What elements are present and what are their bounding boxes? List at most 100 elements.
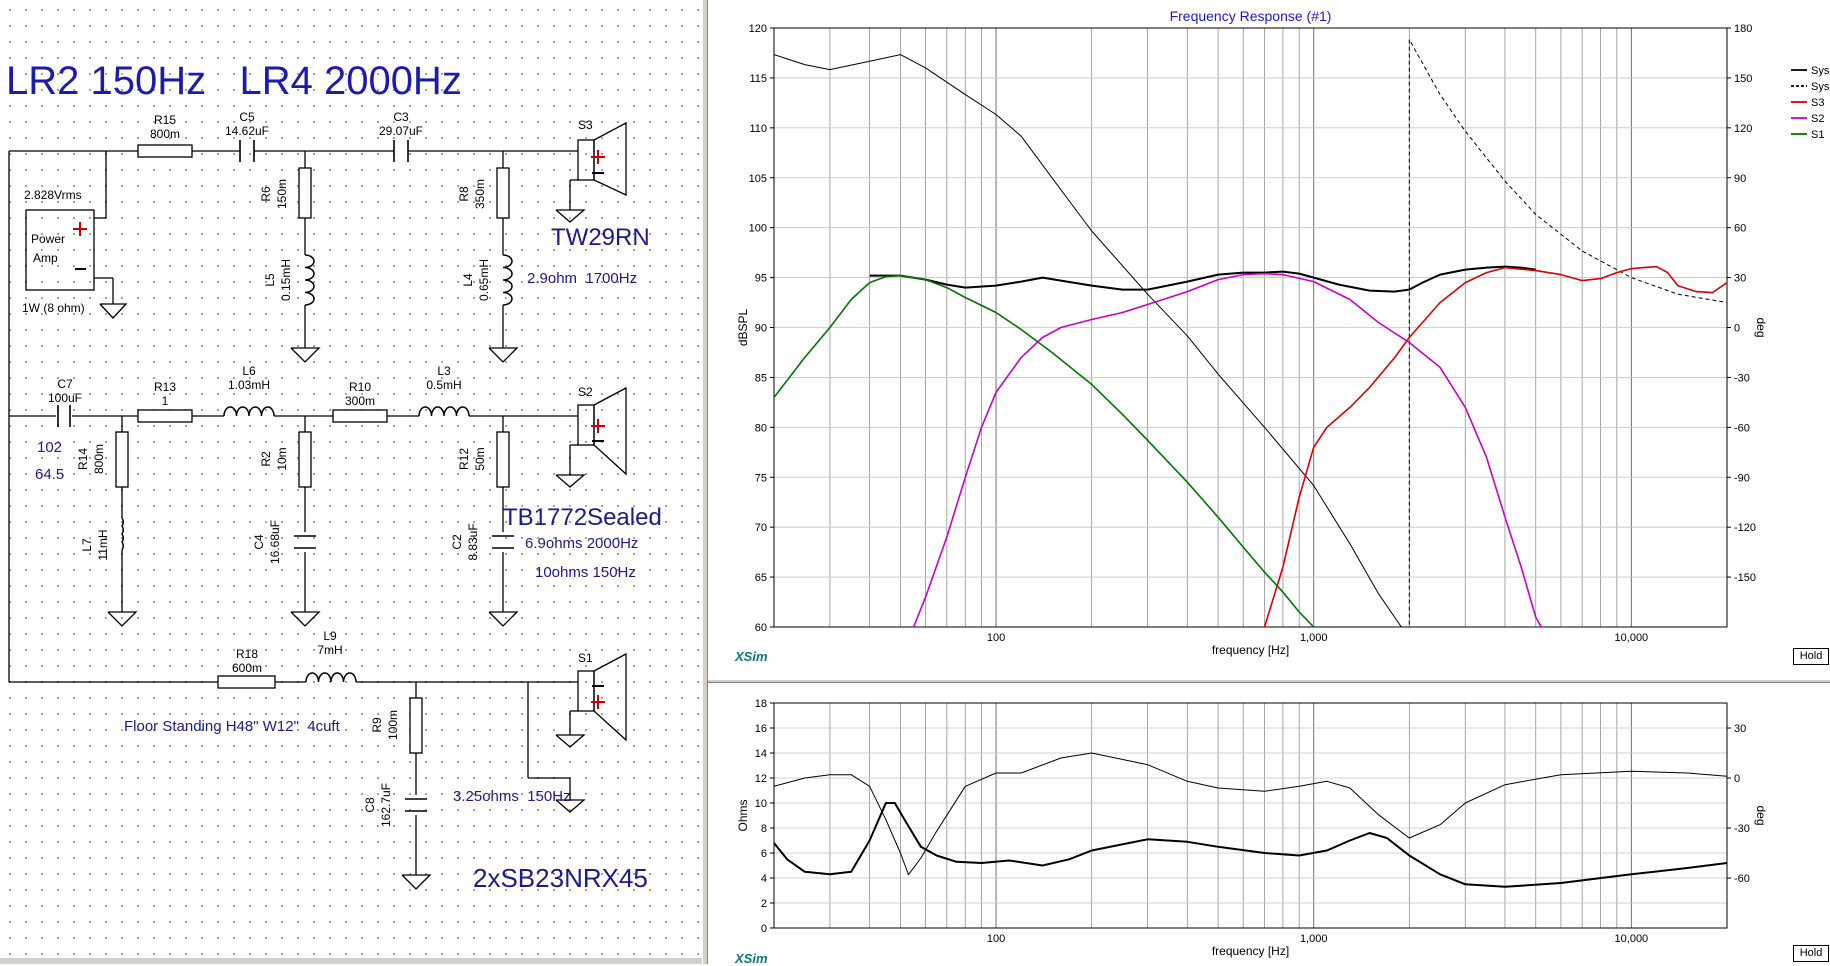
mid-name: TB1772Sealed (503, 504, 662, 531)
y2-tick-label: 90 (1734, 173, 1746, 185)
value-L7: 11mH (96, 529, 110, 560)
source-voltage: 2.828Vrms (24, 188, 82, 202)
value-R6: 150m (275, 179, 289, 209)
y-tick-label: 16 (755, 723, 767, 735)
speaker-label-s3: S3 (578, 118, 593, 132)
label-C2: C2 (450, 534, 464, 550)
label-R15: R15 (154, 113, 176, 127)
y-tick-label: 2 (761, 898, 767, 910)
value-R10: 300m (345, 394, 375, 408)
y2-axis-label: deg (1754, 805, 1768, 825)
source-label-amp: Amp (33, 251, 58, 265)
impedance-chart: 0 2 4 6 8 10 12 14 16 18 -60 -30 0 30 100 1,000 10,000 fr… (736, 698, 1768, 958)
hold-button-impedance[interactable]: Hold (1793, 945, 1829, 962)
label-L5: L5 (263, 273, 277, 287)
y-tick-label: 12 (755, 773, 767, 785)
schematic-canvas[interactable]: LR2 150Hz LR4 2000Hz (0, 0, 706, 964)
impedance-panel: 0 2 4 6 8 10 12 14 16 18 -60 -30 0 30 100 1,000 10,000 fr… (708, 683, 1830, 966)
value-L6: 1.03mH (228, 378, 270, 392)
y-axis-label: Ohms (736, 799, 750, 831)
y-axis-label: dBSPL (736, 308, 750, 346)
value-C2: 8.83uF (466, 523, 480, 560)
y2-tick-label: -30 (1734, 372, 1750, 384)
value-L3: 0.5mH (426, 378, 461, 392)
label-L4: L4 (461, 273, 475, 287)
value-R15: 800m (150, 127, 180, 141)
label-R8: R8 (457, 186, 471, 202)
speaker-label-s1: S1 (578, 651, 593, 665)
woofer-info: 3.25ohms 150Hz (453, 788, 571, 805)
plot-frame (773, 702, 1728, 929)
chart-title: Frequency Response (#1) (1170, 8, 1332, 24)
y2-tick-label: -60 (1734, 873, 1750, 885)
value-R14: 800m (92, 444, 106, 474)
note-64-5: 64.5 (35, 466, 64, 483)
y-tick-label: 120 (749, 23, 767, 35)
series-line-s1 (774, 274, 1315, 627)
legend: Sys Sys° S3 S2 S1 (1791, 65, 1830, 141)
horizontal-splitter[interactable] (708, 679, 1830, 683)
label-R14: R14 (76, 448, 90, 470)
label-R6: R6 (259, 186, 273, 202)
legend-entry: Sys (1811, 65, 1830, 77)
y-tick-label: 90 (755, 323, 767, 335)
label-R9: R9 (370, 717, 384, 733)
x-tick-label: 100 (987, 632, 1005, 644)
series-line-sys (774, 54, 1402, 627)
vertical-splitter[interactable] (702, 0, 708, 964)
y-tick-label: 18 (755, 698, 767, 710)
xsim-brand-label: XSim (735, 649, 768, 664)
series-line-sys (869, 265, 1536, 293)
series-line-sys-dashed (1408, 39, 1727, 627)
label-L3: L3 (437, 364, 451, 378)
y2-tick-label: -120 (1734, 522, 1756, 534)
value-C4: 16.68uF (268, 520, 282, 564)
frequency-response-panel: 60 65 70 75 80 85 90 95 100 105 110 115 120 -150 -120 -… (708, 0, 1830, 679)
y-tick-label: 14 (755, 748, 767, 760)
value-R2: 10m (275, 447, 289, 470)
series-line-phase (774, 752, 1727, 876)
tweeter-info: 2.9ohm 1700Hz (527, 270, 637, 287)
label-C4: C4 (252, 534, 266, 550)
label-R2: R2 (259, 451, 273, 467)
hold-button-fr[interactable]: Hold (1793, 648, 1829, 665)
y-tick-label: 6 (761, 848, 767, 860)
value-L9: 7mH (317, 643, 342, 657)
legend-entry: S3 (1811, 97, 1824, 109)
series-group (774, 39, 1727, 627)
xsim-brand-label: XSim (735, 951, 768, 966)
label-C3: C3 (393, 110, 409, 124)
y-tick-label: 60 (755, 622, 767, 634)
value-C7: 100uF (48, 391, 82, 405)
series-line-s2 (912, 272, 1542, 627)
label-R18: R18 (236, 647, 258, 661)
series-line-s3 (1263, 265, 1727, 627)
label-C8: C8 (363, 797, 377, 813)
x-tick-label: 100 (987, 933, 1005, 945)
y2-tick-label: 180 (1734, 23, 1752, 35)
y-tick-label: 70 (755, 522, 767, 534)
value-C3: 29.07uF (379, 124, 423, 138)
speaker-label-s2: S2 (578, 385, 593, 399)
y-tick-label: 65 (755, 572, 767, 584)
schematic-scrollbar[interactable] (0, 958, 702, 964)
y2-tick-label: 30 (1734, 273, 1746, 285)
mid-info-2: 10ohms 150Hz (535, 564, 636, 581)
y2-tick-label: 150 (1734, 73, 1752, 85)
value-R9: 100m (386, 710, 400, 740)
y-tick-label: 95 (755, 273, 767, 285)
source-label-power: Power (31, 232, 65, 246)
tweeter-name: TW29RN (551, 224, 650, 251)
cabinet-note: Floor Standing H48" W12" 4cuft (124, 718, 341, 735)
x-axis-label: frequency [Hz] (1212, 944, 1289, 958)
label-R12: R12 (457, 448, 471, 470)
y-tick-label: 110 (749, 123, 767, 135)
value-L4: 0.65mH (477, 259, 491, 301)
value-R8: 350m (473, 179, 487, 209)
y-tick-label: 4 (761, 873, 767, 885)
y2-tick-label: -30 (1734, 823, 1750, 835)
note-102: 102 (37, 439, 62, 456)
legend-entry: Sys° (1811, 81, 1830, 93)
value-R13: 1 (162, 394, 169, 408)
y2-tick-label: -150 (1734, 572, 1756, 584)
